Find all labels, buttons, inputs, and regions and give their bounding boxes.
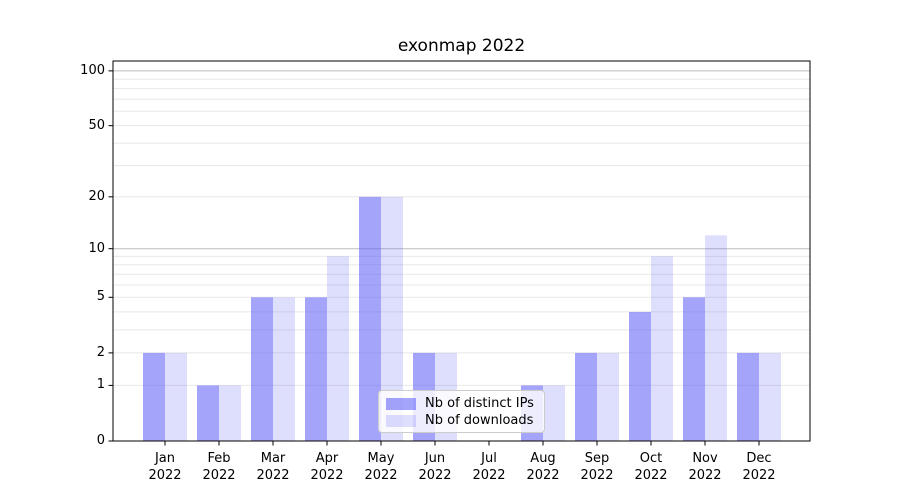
bar-distinct-ips-sep <box>575 352 597 441</box>
y-tick-label-5: 5 <box>96 289 105 305</box>
x-tick-label-oct: Oct 2022 <box>634 451 668 483</box>
legend-item-downloads: Nb of downloads <box>386 412 536 429</box>
y-tick-label-10: 10 <box>88 240 105 256</box>
legend-swatch-downloads <box>386 414 416 427</box>
y-tick-label-2: 2 <box>96 344 105 360</box>
x-tick-label-dec: Dec 2022 <box>742 451 776 483</box>
bar-distinct-ips-jan <box>143 352 165 441</box>
bar-downloads-apr <box>327 256 349 441</box>
bar-downloads-may <box>381 196 403 441</box>
x-tick-label-jul: Jul 2022 <box>472 451 506 483</box>
x-tick-label-mar: Mar 2022 <box>256 451 290 483</box>
bar-distinct-ips-apr <box>305 297 327 441</box>
x-tick-label-nov: Nov 2022 <box>688 451 722 483</box>
bar-downloads-sep <box>597 352 619 441</box>
legend-label-downloads: Nb of downloads <box>425 413 534 428</box>
x-tick-label-apr: Apr 2022 <box>310 451 344 483</box>
bar-distinct-ips-nov <box>683 297 705 441</box>
x-tick-label-feb: Feb 2022 <box>202 451 236 483</box>
bar-downloads-feb <box>219 385 241 441</box>
legend-swatch-distinct-ips <box>386 397 416 410</box>
x-tick-label-sep: Sep 2022 <box>580 451 614 483</box>
bar-downloads-dec <box>759 352 781 441</box>
bar-distinct-ips-oct <box>629 311 651 441</box>
x-tick-label-may: May 2022 <box>364 451 398 483</box>
x-tick-label-jun: Jun 2022 <box>418 451 452 483</box>
bar-downloads-mar <box>273 297 295 441</box>
y-tick-label-50: 50 <box>88 117 105 133</box>
bar-distinct-ips-may <box>359 196 381 441</box>
plot-border <box>112 60 811 442</box>
legend-label-distinct-ips: Nb of distinct IPs <box>425 396 534 411</box>
y-tick-label-0: 0 <box>96 433 105 448</box>
x-tick-label-jan: Jan 2022 <box>148 451 182 483</box>
bar-distinct-ips-dec <box>737 352 759 441</box>
y-tick-label-20: 20 <box>88 188 105 204</box>
bar-downloads-jan <box>165 352 187 441</box>
y-tick-label-100: 100 <box>80 62 105 78</box>
bar-distinct-ips-feb <box>197 385 219 441</box>
legend-item-distinct-ips: Nb of distinct IPs <box>386 395 536 412</box>
x-tick-label-aug: Aug 2022 <box>526 451 560 483</box>
bar-downloads-oct <box>651 256 673 441</box>
legend: Nb of distinct IPs Nb of downloads <box>378 390 545 433</box>
bar-downloads-aug <box>543 385 565 441</box>
bar-downloads-nov <box>705 235 727 441</box>
bar-distinct-ips-mar <box>251 297 273 441</box>
y-tick-label-1: 1 <box>96 377 105 393</box>
chart-title: exonmap 2022 <box>397 36 526 56</box>
